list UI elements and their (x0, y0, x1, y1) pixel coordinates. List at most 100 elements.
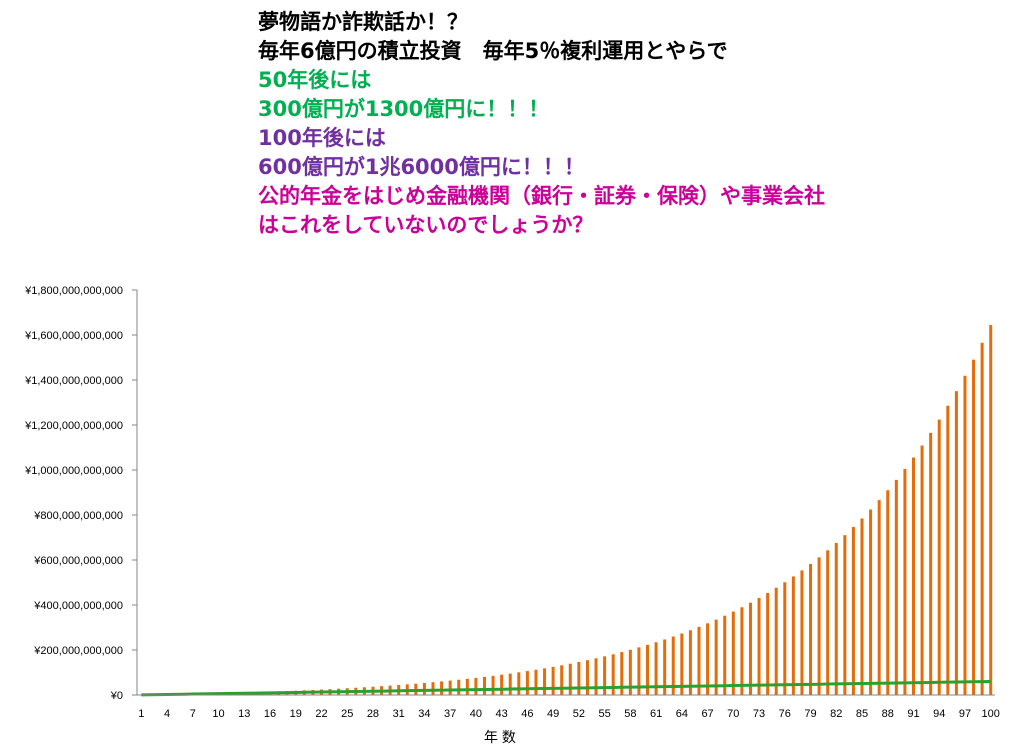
bar (474, 677, 478, 695)
bar (465, 678, 469, 695)
bar (457, 679, 461, 695)
x-tick-label: 61 (650, 708, 662, 720)
y-tick-label: ¥1,400,000,000,000 (24, 375, 123, 387)
x-tick-label: 25 (341, 708, 353, 720)
x-tick-label: 100 (982, 708, 1000, 720)
headline-line: 300億円が1300億円に！！！ (258, 97, 550, 121)
x-tick-label: 4 (164, 708, 170, 720)
bar (723, 615, 727, 695)
x-tick-label: 97 (959, 708, 971, 720)
x-axis-labels: 1 4 7 10 13 16 19 22 25 28 31 34 37 40 43 46 49 52 55 58 61 6… (138, 708, 1000, 720)
bar (817, 557, 821, 695)
bar (946, 405, 950, 695)
bar (757, 597, 761, 695)
y-tick-label: ¥1,800,000,000,000 (24, 285, 123, 297)
bar (637, 647, 641, 695)
bar (731, 611, 735, 695)
bar (482, 676, 486, 695)
x-tick-label: 52 (573, 708, 585, 720)
bar (920, 445, 924, 695)
bar (688, 630, 692, 695)
bar (431, 682, 435, 695)
bar (774, 587, 778, 695)
bar (748, 602, 752, 695)
x-tick-label: 49 (547, 708, 559, 720)
y-tick-label: ¥1,000,000,000,000 (24, 465, 123, 477)
x-tick-label: 10 (212, 708, 224, 720)
x-tick-label: 67 (701, 708, 713, 720)
bar (963, 375, 967, 695)
line-series (141, 680, 991, 697)
x-tick-label: 40 (470, 708, 482, 720)
x-tick-label: 55 (598, 708, 610, 720)
bar (594, 658, 598, 695)
x-tick-label: 1 (138, 708, 144, 720)
headline-text: 夢物語か詐欺話か！？ 毎年6億円の積立投資 毎年5％複利運用とやらで 50年後には 3… (258, 8, 825, 240)
chart: ¥0 ¥200,000,000,000 ¥400,000,000,000 ¥600,0… (24, 285, 1000, 745)
bar (508, 673, 512, 695)
y-tick-label: ¥0 (110, 690, 123, 702)
headline-line: 公的年金をはじめ金融機関（銀行・証券・保険）や事業会社 (258, 184, 825, 208)
headline-line: 夢物語か詐欺話か！？ (258, 10, 468, 34)
bar (954, 391, 958, 695)
bar (603, 656, 607, 695)
y-axis-labels: ¥0 ¥200,000,000,000 ¥400,000,000,000 ¥600,0… (24, 285, 137, 702)
bar (809, 564, 813, 695)
bar (869, 509, 873, 695)
bar (843, 535, 847, 695)
bar (706, 623, 710, 695)
x-tick-label: 88 (882, 708, 894, 720)
bar (585, 660, 589, 695)
bar (448, 680, 452, 695)
bar (525, 671, 529, 695)
bar-series (139, 325, 993, 695)
x-tick-label: 31 (393, 708, 405, 720)
bar (534, 669, 538, 695)
bar (972, 359, 976, 695)
bar (620, 652, 624, 695)
y-tick-label: ¥400,000,000,000 (33, 600, 123, 612)
x-tick-label: 22 (315, 708, 327, 720)
x-tick-label: 76 (779, 708, 791, 720)
x-axis-title: 年 数 (484, 729, 516, 745)
headline-line: 600億円が1兆6000億円に！！！ (258, 155, 585, 179)
x-tick-label: 73 (753, 708, 765, 720)
x-tick-label: 13 (238, 708, 250, 720)
bar (766, 592, 770, 695)
bar (911, 457, 915, 695)
bar (791, 576, 795, 695)
headline-line: はこれをしていないのでしょうか？ (258, 213, 594, 237)
bar (440, 681, 444, 695)
bar (860, 518, 864, 695)
headline-line: 毎年6億円の積立投資 毎年5％複利運用とやらで (258, 39, 728, 63)
x-tick-label: 82 (830, 708, 842, 720)
bar (551, 666, 555, 695)
bar (697, 626, 701, 695)
bar (989, 325, 993, 695)
bar (500, 674, 504, 695)
bar (654, 642, 658, 695)
bar (783, 582, 787, 695)
x-tick-label: 37 (444, 708, 456, 720)
bar (577, 661, 581, 695)
bar (929, 432, 933, 695)
x-tick-label: 19 (290, 708, 302, 720)
x-tick-label: 85 (856, 708, 868, 720)
x-tick-label: 16 (264, 708, 276, 720)
bar (680, 633, 684, 695)
x-tick-label: 91 (907, 708, 919, 720)
cumulative-line (141, 680, 991, 697)
bar (834, 542, 838, 695)
x-tick-label: 58 (624, 708, 636, 720)
bar (560, 665, 564, 695)
bar (877, 500, 881, 695)
x-tick-label: 34 (418, 708, 430, 720)
y-tick-label: ¥200,000,000,000 (33, 645, 123, 657)
bar (663, 639, 667, 695)
bar (851, 527, 855, 695)
bar (903, 468, 907, 695)
x-tick-label: 7 (190, 708, 196, 720)
bar (543, 668, 547, 695)
y-tick-label: ¥800,000,000,000 (33, 510, 123, 522)
x-tick-label: 46 (521, 708, 533, 720)
